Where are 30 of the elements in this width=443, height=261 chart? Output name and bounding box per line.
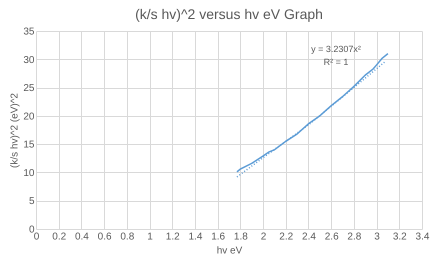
annotation: R² = 1 — [324, 57, 348, 67]
x-tick-label: 3 — [374, 232, 380, 242]
annotation: y = 3.2307x² — [311, 44, 361, 54]
x-tick-label: 2.4 — [302, 232, 316, 242]
x-tick-label: 0.8 — [120, 232, 135, 242]
x-tick-label: 2.8 — [347, 232, 362, 242]
x-tick-label: 1.2 — [166, 232, 180, 242]
x-tick-label: 2 — [260, 232, 267, 242]
x-tick-label: 3.4 — [416, 232, 430, 242]
x-tick-label: 2.2 — [279, 232, 294, 242]
y-tick-label: 35 — [23, 26, 35, 38]
y-tick-label: 5 — [28, 196, 35, 208]
y-tick-label: 30 — [23, 54, 35, 66]
x-tick-label: 3.2 — [392, 232, 408, 242]
x-tick-label: 2.6 — [324, 232, 340, 242]
y-axis-title: (k/s hv)^2 (eV)^2 — [9, 92, 20, 168]
x-tick-label: 1.6 — [211, 232, 226, 242]
x-tick-label: 0.2 — [52, 232, 67, 242]
y-tick-label: 15 — [23, 140, 35, 151]
x-axis-title: hv eV — [216, 246, 243, 256]
x-tick-label: 0.4 — [74, 232, 90, 242]
x-tick-label: 0.6 — [98, 232, 112, 242]
x-tick-label: 1.4 — [188, 232, 203, 242]
x-tick-label: 1 — [147, 232, 154, 242]
y-tick-label: 0 — [28, 224, 35, 236]
x-tick-label: 1.8 — [234, 232, 248, 242]
y-tick-label: 20 — [23, 111, 35, 122]
chart-title: (k/s hv)^2 versus hv eV Graph — [135, 6, 323, 22]
y-tick-label: 25 — [23, 83, 35, 94]
y-tick-label: 10 — [23, 168, 35, 179]
